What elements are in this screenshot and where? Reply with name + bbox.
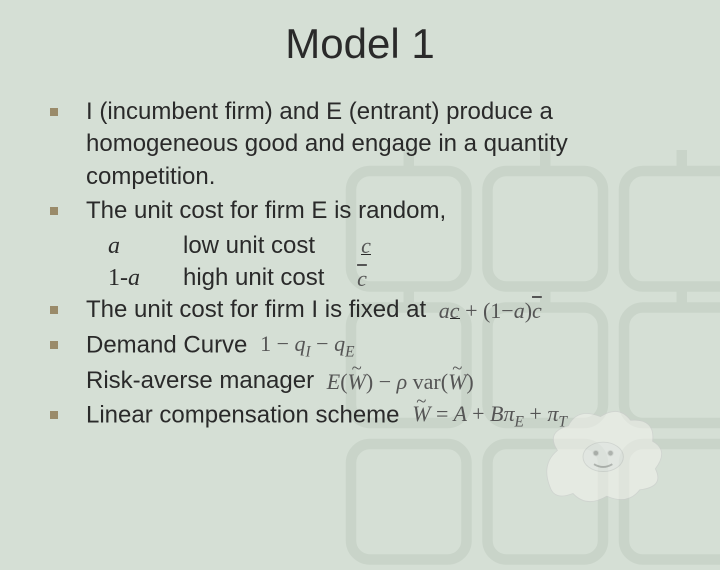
sub-text: high unit cost c (183, 262, 670, 294)
sub-text: low unit cost c (183, 230, 670, 262)
formula-demand: 1 − qI − qE (260, 329, 354, 363)
bullet-marker (50, 207, 58, 215)
formula-fixed-cost: ac + (1−a)c (439, 296, 542, 326)
sub-text-label: high unit cost (183, 264, 324, 291)
bullet-item: I (incumbent firm) and E (entrant) produ… (50, 96, 670, 193)
bullet-item: Linear compensation scheme W = A + BπE +… (50, 399, 670, 433)
formula-c-high: c (357, 264, 367, 294)
bullet-marker (50, 341, 58, 349)
bullet-text: The unit cost for firm E is random, (86, 195, 670, 227)
bullet-marker (50, 411, 58, 419)
bullet-marker (50, 108, 58, 116)
bullet-item-nobullet: Risk-averse manager E(W) − ρ var(W) (50, 365, 670, 397)
slide-container: Model 1 I (incumbent firm) and E (entran… (0, 0, 720, 540)
sub-label: a (108, 230, 183, 262)
sub-item: 1-a high unit cost c (50, 262, 670, 294)
sub-item: a low unit cost c (50, 230, 670, 262)
bullet-marker (50, 306, 58, 314)
bullet-text: Linear compensation scheme W = A + BπE +… (86, 399, 670, 433)
bullet-text: Risk-averse manager E(W) − ρ var(W) (86, 365, 670, 397)
formula-risk: E(W) − ρ var(W) (327, 367, 474, 397)
bullet-text: Demand Curve 1 − qI − qE (86, 329, 670, 363)
formula-linear: W = A + BπE + πT (412, 399, 567, 433)
slide-content: I (incumbent firm) and E (entrant) produ… (50, 96, 670, 434)
formula-c-low: c (361, 231, 371, 261)
sub-label: 1-a (108, 262, 183, 294)
bullet-text: The unit cost for firm I is fixed at ac … (86, 294, 670, 326)
bullet-text: I (incumbent firm) and E (entrant) produ… (86, 96, 670, 193)
sub-text-label: low unit cost (183, 232, 315, 259)
bullet-item: The unit cost for firm I is fixed at ac … (50, 294, 670, 326)
bullet-item: The unit cost for firm E is random, (50, 195, 670, 227)
slide-title: Model 1 (50, 20, 670, 68)
